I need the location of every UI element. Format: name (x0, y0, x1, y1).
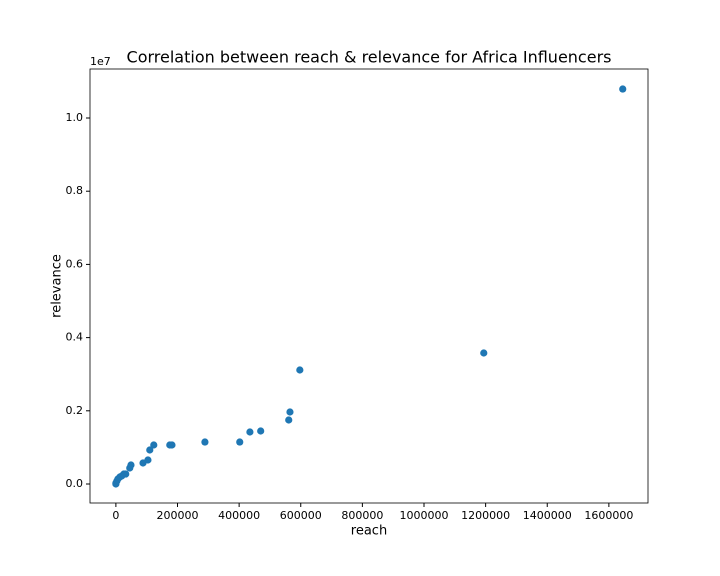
point (257, 427, 265, 435)
y-tick-label: 0.2 (66, 404, 84, 417)
point (146, 446, 154, 454)
point (166, 441, 174, 449)
x-tick-label: 1600000 (584, 509, 633, 522)
point (285, 416, 293, 424)
x-tick-label: 200000 (157, 509, 199, 522)
point (126, 464, 134, 472)
x-tick-label: 1200000 (461, 509, 510, 522)
x-tick-label: 1000000 (399, 509, 448, 522)
y-tick-label: 0.4 (66, 331, 84, 344)
x-axis-label: reach (351, 524, 387, 539)
point (236, 438, 244, 446)
point (112, 480, 120, 488)
chart-title: Correlation between reach & relevance fo… (127, 48, 612, 67)
y-tick-label: 1.0 (66, 111, 84, 124)
x-tick-label: 600000 (280, 509, 322, 522)
y-tick-label: 0.6 (66, 257, 84, 270)
x-tick-label: 1400000 (523, 509, 572, 522)
y-offset-label: 1e7 (90, 55, 111, 68)
y-tick-label: 0.8 (66, 184, 84, 197)
x-tick-label: 400000 (218, 509, 260, 522)
point (139, 459, 147, 467)
x-tick-label: 800000 (341, 509, 383, 522)
point (619, 85, 627, 93)
x-tick-label: 0 (112, 509, 119, 522)
point (150, 441, 158, 449)
plot-frame (89, 68, 649, 504)
point (286, 408, 294, 416)
point (246, 428, 254, 436)
point (480, 349, 488, 357)
point (296, 366, 304, 374)
point (201, 438, 209, 446)
y-tick-label: 0.0 (66, 477, 84, 490)
y-axis-label: relevance (50, 254, 65, 318)
